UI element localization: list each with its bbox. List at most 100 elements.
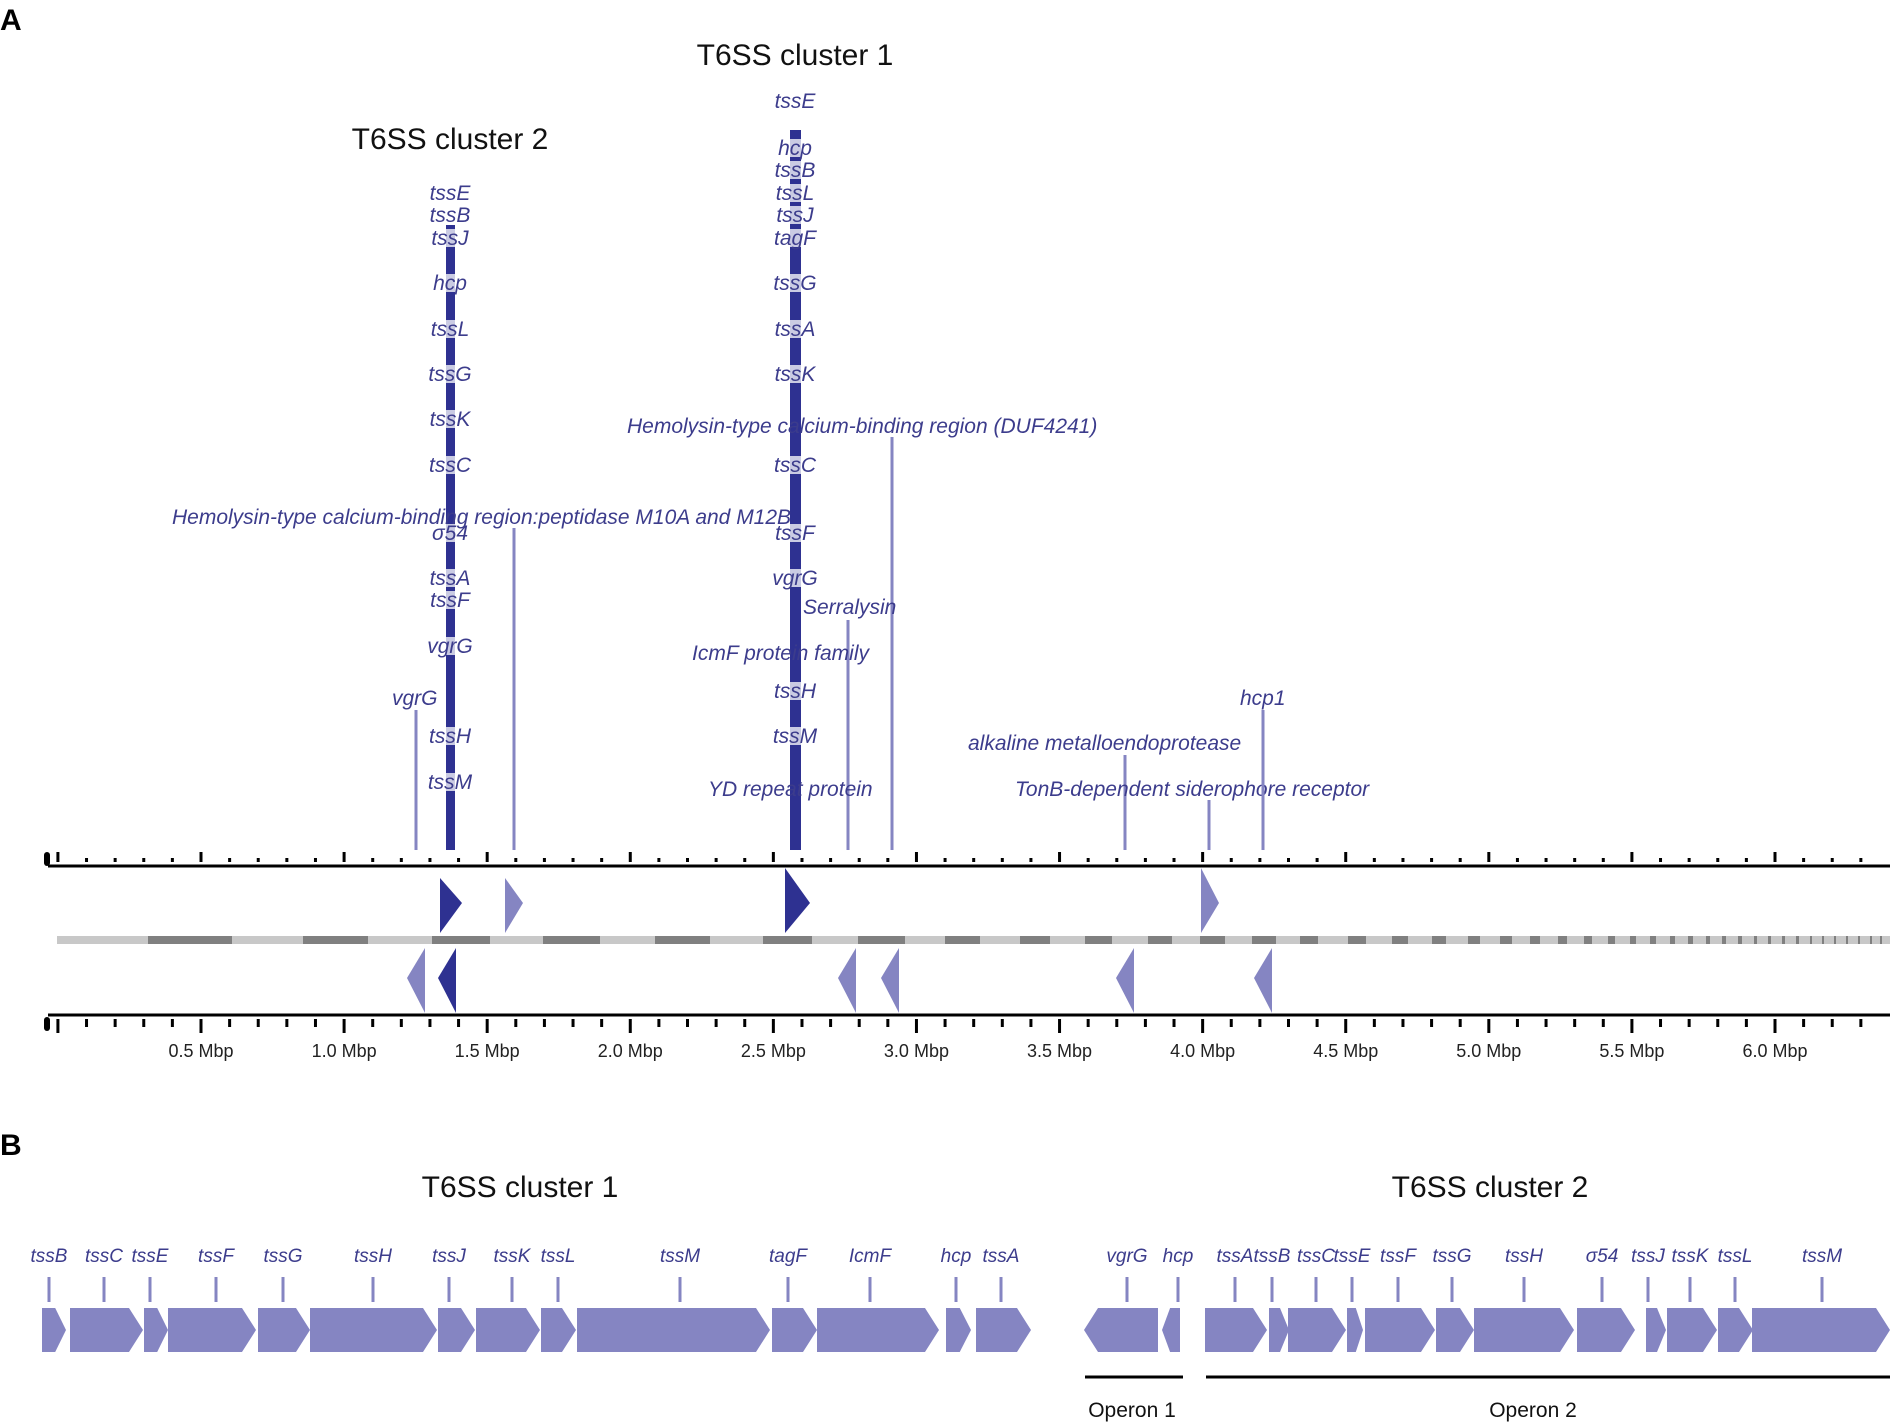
backbone-segment — [1768, 936, 1771, 944]
panel-b-cluster2-gene-label: tssF — [1380, 1246, 1417, 1267]
cluster1-gene-label: tssM — [773, 725, 818, 748]
axis-tick-label: 1.0 Mbp — [312, 1041, 377, 1061]
backbone-segment — [655, 936, 710, 944]
backbone-segment — [1468, 936, 1480, 944]
gene-arrow — [1667, 1308, 1717, 1352]
bottom-ruler: 0.5 Mbp 1.0 Mbp 1.5 Mbp 2.0 Mbp 2.5 Mbp 3.0 M… — [44, 1013, 1890, 1061]
feature-stems: vgrG Hemolysin-type calcium-binding regi… — [172, 415, 1370, 850]
cluster1-label-bg — [788, 229, 803, 247]
fwd-arrow-tonb — [1201, 868, 1219, 933]
panel-b-cluster1-gene-label: tssK — [494, 1246, 532, 1267]
cluster1-label-bg — [788, 184, 803, 202]
panel-b-cluster2-gene-label: tssM — [1802, 1246, 1842, 1267]
cluster2-gene-label: tssL — [431, 318, 470, 341]
rev-arrow-duf4241 — [881, 948, 899, 1013]
top-ruler — [44, 852, 1890, 868]
rev-arrow-vgrG — [407, 948, 425, 1013]
panel-b-cluster1-gene-label: tssE — [132, 1246, 169, 1267]
axis-tick-label: 0.5 Mbp — [168, 1041, 233, 1061]
backbone-segment — [1796, 936, 1799, 944]
panel-b-cluster2-gene-label: hcp — [1163, 1246, 1194, 1267]
cluster2-gene-label: tssJ — [431, 227, 469, 250]
cluster1-label-bg — [788, 727, 803, 745]
cluster1-gene-label: vgrG — [772, 567, 818, 590]
cluster2-gene-label: tssG — [428, 363, 471, 386]
cluster1-label-bg — [788, 92, 803, 110]
backbone-segment — [303, 936, 368, 944]
cluster1-label-bg — [788, 320, 803, 338]
backbone-segment — [1200, 936, 1225, 944]
backbone-segment — [1020, 936, 1050, 944]
panel-b-cluster1-gene-label: tssF — [198, 1246, 235, 1267]
axis-tick-label: 5.5 Mbp — [1599, 1041, 1664, 1061]
gene-arrow — [1646, 1308, 1666, 1352]
gene-arrow — [1347, 1308, 1363, 1352]
gene-arrow — [70, 1308, 143, 1352]
bottom-ruler-start — [44, 1017, 50, 1031]
backbone-segment — [1688, 936, 1693, 944]
panel-b-cluster2-gene-label: tssE — [1334, 1246, 1371, 1267]
cluster2-gene-label: hcp — [433, 272, 467, 295]
gene-arrow — [1752, 1308, 1890, 1352]
backbone-segment — [1252, 936, 1276, 944]
backbone-segment — [1722, 936, 1726, 944]
backbone-segment — [1085, 936, 1112, 944]
backbone-segment — [1810, 936, 1812, 944]
gene-arrow — [541, 1308, 576, 1352]
axis-tick-label: 3.0 Mbp — [884, 1041, 949, 1061]
gene-arrow — [772, 1308, 817, 1352]
backbone-segment — [1630, 936, 1636, 944]
backbone-segment — [1392, 936, 1408, 944]
backbone-segment — [1754, 936, 1757, 944]
rev-arrow-cluster2 — [438, 948, 456, 1013]
cluster2-label-bg — [444, 320, 457, 338]
backbone-segment — [1858, 936, 1860, 944]
cluster2-gene-label: tssA — [430, 567, 471, 590]
backbone-segment — [1738, 936, 1742, 944]
gene-arrow — [577, 1308, 770, 1352]
panel-b-cluster1-gene-label: tssL — [541, 1246, 576, 1267]
cluster2-gene-label: tssH — [429, 725, 472, 748]
cluster2-gene-label: tssK — [430, 408, 472, 431]
axis-tick-label: 3.5 Mbp — [1027, 1041, 1092, 1061]
panel-a-letter: A — [0, 4, 22, 37]
top-ruler-start — [44, 852, 50, 866]
gene-arrow-reverse — [1084, 1308, 1158, 1352]
axis-tick-label: 4.0 Mbp — [1170, 1041, 1235, 1061]
cluster2-label-bg — [444, 524, 457, 542]
feature-label-vgrG: vgrG — [392, 687, 438, 710]
cluster2-gene-label: tssB — [430, 204, 471, 227]
gene-arrow — [976, 1308, 1031, 1352]
cluster2-label-bg — [444, 591, 457, 609]
cluster1-gene-label: tssB — [775, 159, 816, 182]
backbone-segment — [1822, 936, 1824, 944]
cluster1-gene-label: hcp — [778, 137, 812, 160]
backbone-segment — [1670, 936, 1675, 944]
backbone-segment — [148, 936, 232, 944]
panel-b-cluster1-gene-label: IcmF — [849, 1246, 893, 1267]
cluster1-gene-label: tssG — [773, 272, 816, 295]
panel-b-cluster2-gene-label: tssK — [1672, 1246, 1710, 1267]
reverse-strand — [407, 948, 1272, 1013]
feature-label-alkaline: alkaline metalloendoprotease — [968, 732, 1241, 755]
cluster2-gene-label: tssM — [428, 771, 473, 794]
cluster2-label-bg — [444, 727, 457, 745]
cluster1-gene-label: tssC — [774, 454, 817, 477]
panel-b-cluster2-title: T6SS cluster 2 — [1392, 1171, 1589, 1204]
panel-b-cluster1-gene-label: tssB — [31, 1246, 68, 1267]
panel-b-cluster1-gene-label: tssH — [354, 1246, 392, 1267]
panel-b-cluster1-gene-label: tssJ — [432, 1246, 466, 1267]
gene-arrow — [1436, 1308, 1474, 1352]
gene-arrow — [168, 1308, 256, 1352]
cluster1-gene-label: tssA — [775, 318, 816, 341]
gene-arrow — [1288, 1308, 1346, 1352]
panel-b-cluster2-gene-label: σ54 — [1586, 1246, 1619, 1267]
gene-arrow — [1269, 1308, 1289, 1352]
cluster1-label-bg — [788, 456, 803, 474]
cluster2-gene-label: tssF — [430, 589, 471, 612]
genome-backbone — [57, 936, 1890, 944]
cluster1-label-bg — [788, 206, 803, 224]
gene-arrow — [1474, 1308, 1574, 1352]
